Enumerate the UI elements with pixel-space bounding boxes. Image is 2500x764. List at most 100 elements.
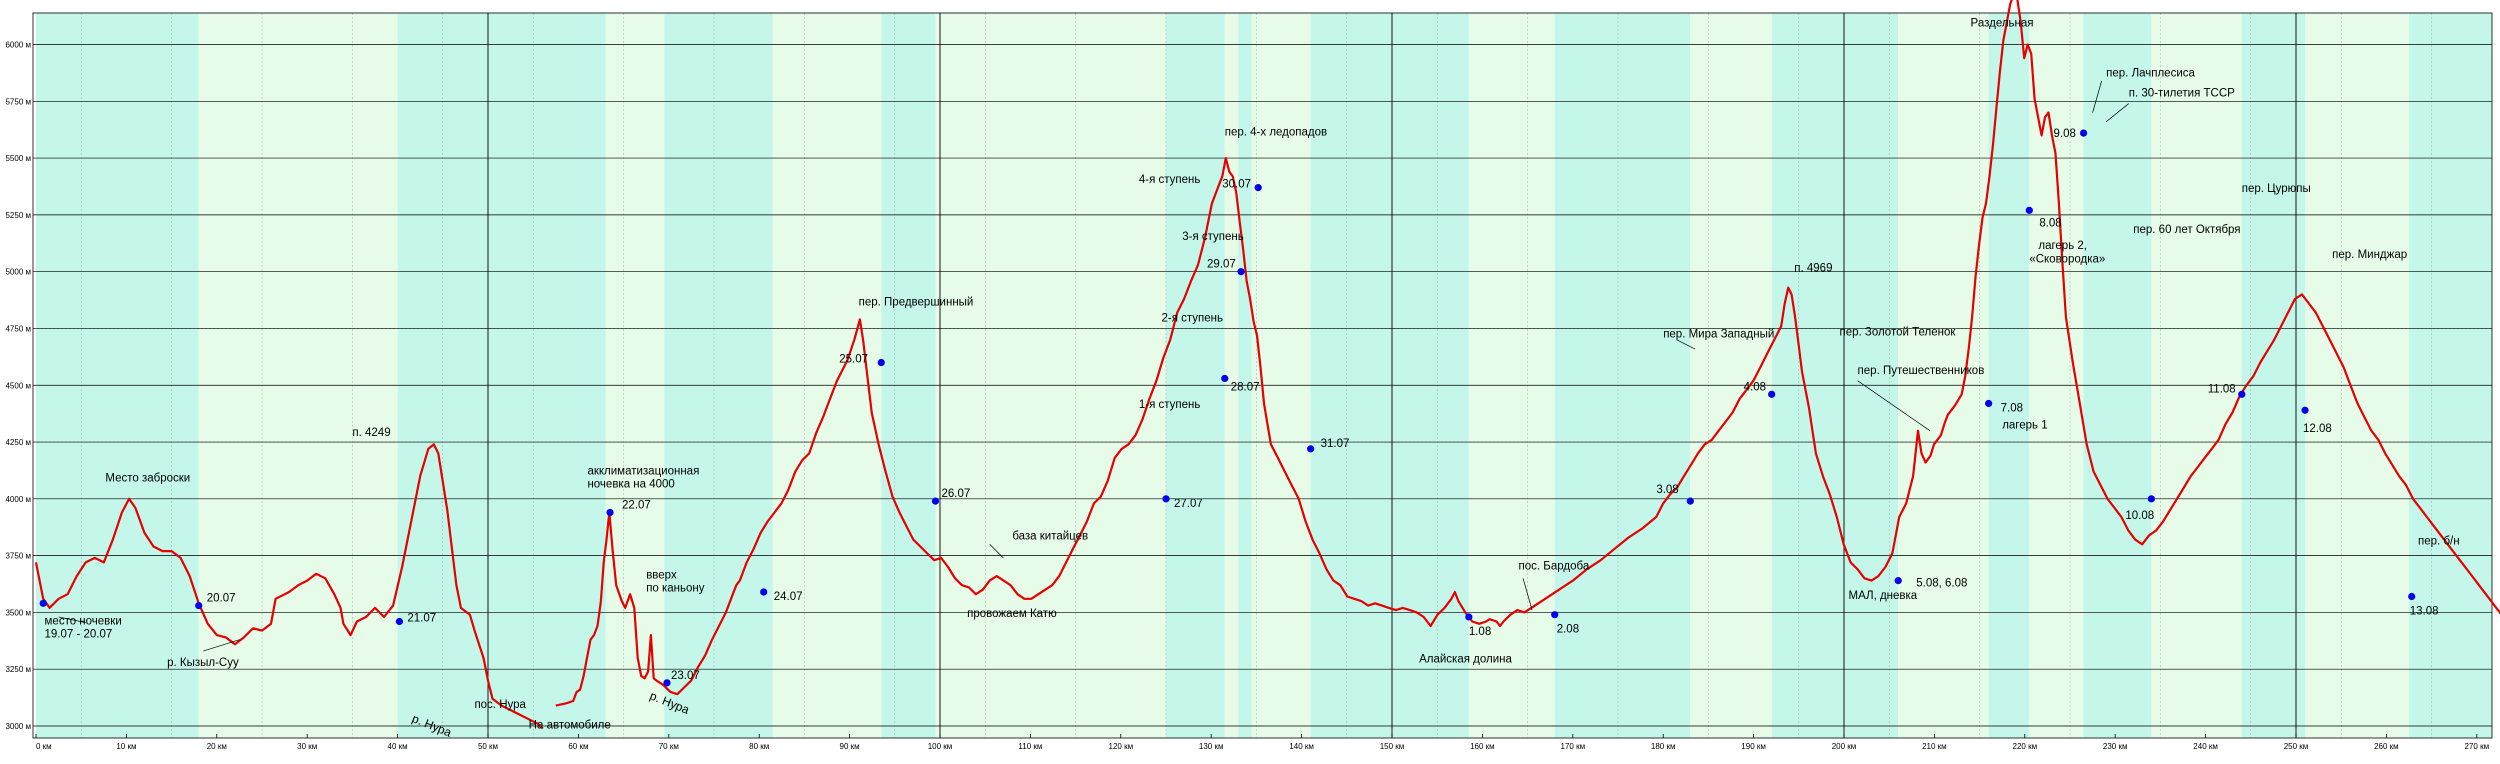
day-band [1468,13,1555,738]
stop-point [395,617,404,626]
stop-label: 11.08 [2208,383,2236,395]
route-annotation: пер. Предвершинный [859,297,974,309]
stop-label: 20.07 [207,593,236,605]
route-annotation: 1-я ступень [1139,399,1201,411]
stop-point [2238,390,2246,398]
stop-point [1768,390,1776,398]
plot-frame [32,12,2493,739]
x-tick-label: 120 км [1109,742,1134,751]
route-annotation: Раздельная [1971,17,2034,29]
route-annotation: пер. Золотой Теленок [1839,326,1956,338]
stop-label: 24.07 [774,591,803,603]
leader-line [989,544,1004,559]
stop-label: 8.08 [2039,217,2061,229]
y-tick-label: 5250 м [5,211,31,220]
stop-point [1551,611,1559,619]
route-annotation: ночевка на 4000 [587,478,674,490]
day-bands [36,13,2492,738]
stop-label: 26.07 [941,488,970,500]
route-annotation: пос. Бардоба [1519,560,1590,572]
day-band [2083,13,2152,738]
x-tick-label: 100 км [928,742,953,751]
x-tick-label: 130 км [1199,742,1224,751]
day-band [772,13,882,738]
stop-point [606,508,614,517]
day-band [1690,13,1772,738]
x-axis-ticks: 0 км 10 км 20 км 30 км 40 км 50 км 60 км 70 км 8… [35,734,2489,751]
route-annotation: р. Кызыл-Суу [167,657,239,669]
stop-point [760,588,768,596]
stop-point [2301,406,2309,414]
x-tick-label: 220 км [2013,742,2038,751]
y-tick-label: 4000 м [5,495,31,504]
route-annotation: п. 4969 [1794,263,1832,275]
y-tick-label: 3500 м [5,608,31,617]
route-annotation: «Сковородка» [2029,254,2105,266]
y-tick-label: 4250 м [5,438,31,447]
y-tick-label: 3750 м [5,552,31,561]
leader-line [203,639,240,652]
stop-label: 13.08 [2410,606,2439,618]
route-annotation: провожаем Катю [967,608,1057,620]
day-band [1771,13,1899,738]
route-annotation: пер. 4-х ледопадов [1225,126,1327,138]
route-annotation: 3-я ступень [1182,231,1244,243]
stop-point [1237,268,1245,276]
route-annotation: Место заброски [105,473,190,485]
day-band [2151,13,2242,738]
x-tick-label: 200 км [1832,742,1857,751]
day-band [2409,13,2492,738]
major-grid [32,12,2493,739]
route-annotation: 19.07 - 20.07 [45,629,113,641]
stop-point [663,679,671,687]
day-band [1238,13,1252,738]
elevation-line [34,0,2500,730]
x-tick-label: 50 км [478,742,498,751]
stop-label: 7.08 [2001,402,2023,414]
x-tick-label: 210 км [1922,742,1947,751]
route-annotation: пос. Нура [474,699,526,711]
stop-point [195,602,203,610]
overnight-stops: 20.07 21.07 22.07 23.07 24.07 25.07 26.07 27.07… [39,128,2439,687]
route-annotation: акклиматизационная [587,465,699,477]
x-tick-label: 70 км [659,742,679,751]
route-annotation: На автомобиле [529,719,611,731]
route-annotation: лагерь 1 [2002,419,2047,431]
x-tick-label: 60 км [568,742,588,751]
stop-label: 28.07 [1231,381,1260,393]
stop-label: 2.08 [1557,624,1579,636]
stop-label: 12.08 [2303,423,2332,435]
day-band [397,13,606,738]
x-tick-label: 140 км [1289,742,1314,751]
stop-point [1894,577,1902,585]
stop-point [1465,613,1473,621]
y-tick-label: 5000 м [5,268,31,277]
route-annotation: пер. Мира Западный [1663,329,1774,341]
y-axis-ticks: 3000 м 3250 м 3500 м 3750 м 4000 м 4250 м 4500… [5,41,31,732]
x-tick-label: 250 км [2284,742,2309,751]
route-annotation: место ночевки [45,616,122,628]
y-tick-label: 4500 м [5,381,31,390]
route-annotation: пер. Цурюпы [2242,183,2311,195]
stop-label: 5.08, 6.08 [1916,578,1967,590]
route-annotation: по каньону [646,582,705,594]
route-annotation: вверх [646,569,677,581]
day-band [2305,13,2409,738]
day-band [1166,13,1225,738]
x-tick-label: 160 км [1470,742,1495,751]
x-tick-label: 0 км [36,742,52,751]
stop-point [39,599,47,607]
stop-point [2025,206,2033,214]
y-tick-label: 5500 м [5,154,31,163]
route-annotation: п. 30-тилетия ТССР [2129,88,2235,100]
x-tick-label: 10 км [116,742,136,751]
route-annotation: пер. б/н [2418,535,2460,547]
leader-line [1522,578,1533,611]
y-tick-label: 4750 м [5,324,31,333]
stop-label: 9.08 [2054,128,2076,140]
stop-point [1686,497,1694,505]
route-annotation: пер. 60 лет Октября [2133,224,2240,236]
stop-label: 29.07 [1207,259,1236,271]
